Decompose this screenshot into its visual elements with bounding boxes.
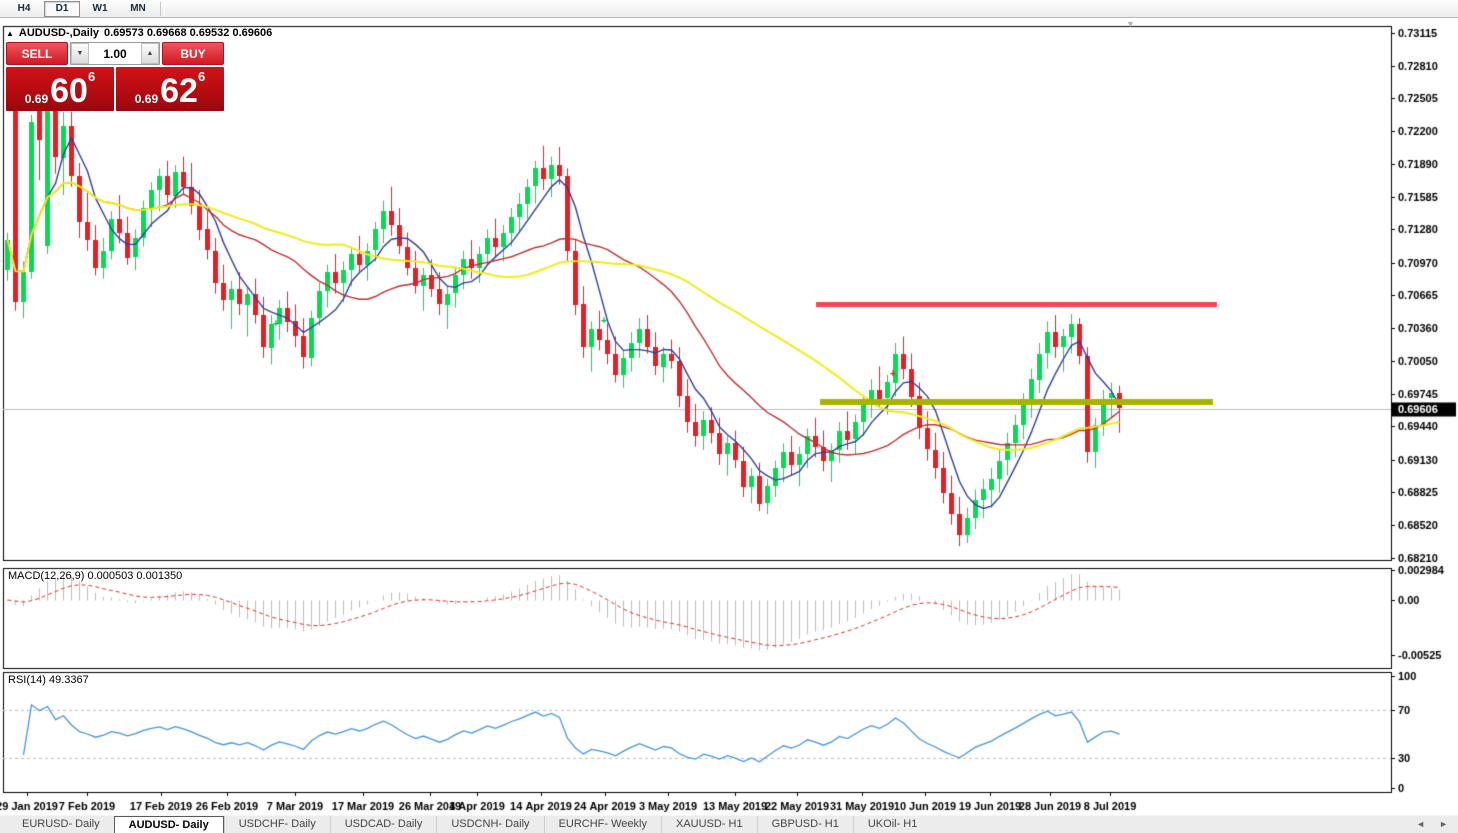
sell-button[interactable]: SELL <box>6 42 68 65</box>
collapse-arrow-icon[interactable]: ▲ <box>6 28 14 38</box>
tab-scroll-right-icon[interactable]: ► <box>1439 819 1448 829</box>
sell-price-tile[interactable]: 0.69 60 6 <box>6 67 114 111</box>
volume-value[interactable]: 1.00 <box>103 46 127 61</box>
chart-tab-bar: EURUSD- Daily AUDUSD- Daily USDCHF- Dail… <box>0 815 1458 833</box>
buy-price-big: 62 <box>160 72 198 110</box>
tab-audusd-daily[interactable]: AUDUSD- Daily <box>113 816 224 833</box>
tab-usdcnh-daily[interactable]: USDCNH- Daily <box>436 816 543 833</box>
volume-increase-icon[interactable]: ▲ <box>141 43 159 64</box>
tab-eurusd-daily[interactable]: EURUSD- Daily <box>22 818 100 830</box>
tab-usdcad-daily[interactable]: USDCAD- Daily <box>329 816 437 833</box>
macd-indicator-label: MACD(12,26,9) 0.000503 0.001350 <box>8 570 183 582</box>
timeframe-button-d1[interactable]: D1 <box>44 0 80 17</box>
one-click-trading-panel: ▲ AUDUSD-,Daily 0.69573 0.69668 0.69532 … <box>6 26 272 111</box>
volume-stepper: ▼ 1.00 ▲ <box>70 42 160 65</box>
buy-price-prefix: 0.69 <box>134 92 159 106</box>
tab-scroll-arrows: ◄ ► <box>1416 816 1458 829</box>
tab-scroll-left-icon[interactable]: ◄ <box>1416 819 1426 829</box>
tab-ukoil-h1[interactable]: UKOil- H1 <box>852 816 932 833</box>
buy-price-tile[interactable]: 0.69 62 6 <box>116 67 224 111</box>
tab-xauusd-h1[interactable]: XAUUSD- H1 <box>660 816 757 833</box>
tab-gbpusd-h1[interactable]: GBPUSD- H1 <box>756 816 853 833</box>
rsi-indicator-label: RSI(14) 49.3367 <box>8 674 89 686</box>
trade-widget: SELL ▼ 1.00 ▲ BUY 0.69 60 6 0.69 62 6 <box>6 42 224 111</box>
chart-title: ▲ AUDUSD-,Daily 0.69573 0.69668 0.69532 … <box>6 26 272 40</box>
symbol-period-label: AUDUSD-,Daily <box>18 27 99 39</box>
tab-usdchf-daily[interactable]: USDCHF- Daily <box>223 816 330 833</box>
scroll-to-end-icon[interactable]: ▼ <box>1126 19 1135 29</box>
volume-decrease-icon[interactable]: ▼ <box>71 43 89 64</box>
buy-price-pip: 6 <box>197 69 206 84</box>
timeframe-button-mn[interactable]: MN <box>130 3 146 14</box>
sell-price-pip: 6 <box>87 69 96 84</box>
buy-button[interactable]: BUY <box>162 42 224 65</box>
ohlc-values: 0.69573 0.69668 0.69532 0.69606 <box>104 27 273 39</box>
toolbar-separator <box>160 1 165 16</box>
tab-eurchf-weekly[interactable]: EURCHF- Weekly <box>543 816 661 833</box>
sell-price-prefix: 0.69 <box>24 92 49 106</box>
timeframe-toolbar: H4 D1 W1 MN <box>0 0 1458 18</box>
sell-price-big: 60 <box>50 72 88 110</box>
timeframe-button-w1[interactable]: W1 <box>92 3 108 14</box>
timeframe-button-h4[interactable]: H4 <box>17 3 31 14</box>
